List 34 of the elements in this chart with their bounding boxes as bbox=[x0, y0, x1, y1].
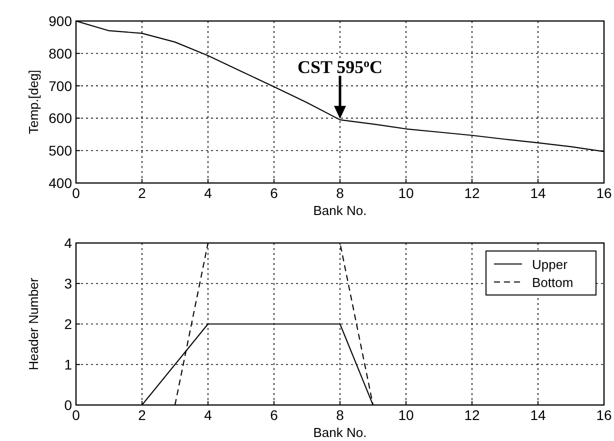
x-tick-label: 12 bbox=[464, 407, 480, 423]
x-axis-title: Bank No. bbox=[313, 203, 367, 218]
y-tick-label: 900 bbox=[48, 13, 72, 29]
x-tick-label: 16 bbox=[596, 407, 612, 423]
legend-label: Upper bbox=[532, 257, 568, 272]
x-tick-label: 4 bbox=[204, 407, 212, 423]
x-axis-title: Bank No. bbox=[313, 425, 367, 440]
y-tick-label: 500 bbox=[48, 142, 72, 159]
y-tick-label: 4 bbox=[64, 235, 72, 251]
x-tick-label: 4 bbox=[204, 185, 212, 201]
x-tick-label: 14 bbox=[530, 407, 546, 423]
x-tick-label: 6 bbox=[270, 407, 278, 423]
annotation: CST 595$^{o}$C bbox=[297, 56, 383, 77]
y-tick-label: 400 bbox=[48, 175, 72, 191]
y-axis-title: Temp.[deg] bbox=[26, 70, 41, 134]
x-tick-label: 14 bbox=[530, 185, 546, 201]
x-tick-label: 8 bbox=[336, 185, 344, 201]
x-tick-label: 6 bbox=[270, 185, 278, 201]
x-tick-label: 16 bbox=[596, 185, 612, 201]
y-axis-title: Header Number bbox=[26, 277, 41, 370]
y-tick-label: 3 bbox=[64, 276, 72, 292]
y-tick-label: 800 bbox=[48, 45, 72, 62]
y-tick-label: 700 bbox=[48, 78, 72, 94]
y-tick-label: 1 bbox=[64, 356, 72, 372]
y-tick-label: 0 bbox=[64, 397, 72, 413]
y-tick-label: 2 bbox=[64, 316, 72, 332]
x-tick-label: 8 bbox=[336, 407, 344, 423]
x-tick-label: 2 bbox=[138, 407, 146, 423]
x-tick-label: 10 bbox=[398, 407, 414, 423]
x-tick-label: 10 bbox=[398, 185, 414, 201]
legend-label: Bottom bbox=[532, 275, 574, 290]
y-tick-label: 600 bbox=[48, 110, 72, 126]
x-tick-label: 12 bbox=[464, 185, 480, 201]
x-tick-label: 2 bbox=[138, 185, 146, 201]
